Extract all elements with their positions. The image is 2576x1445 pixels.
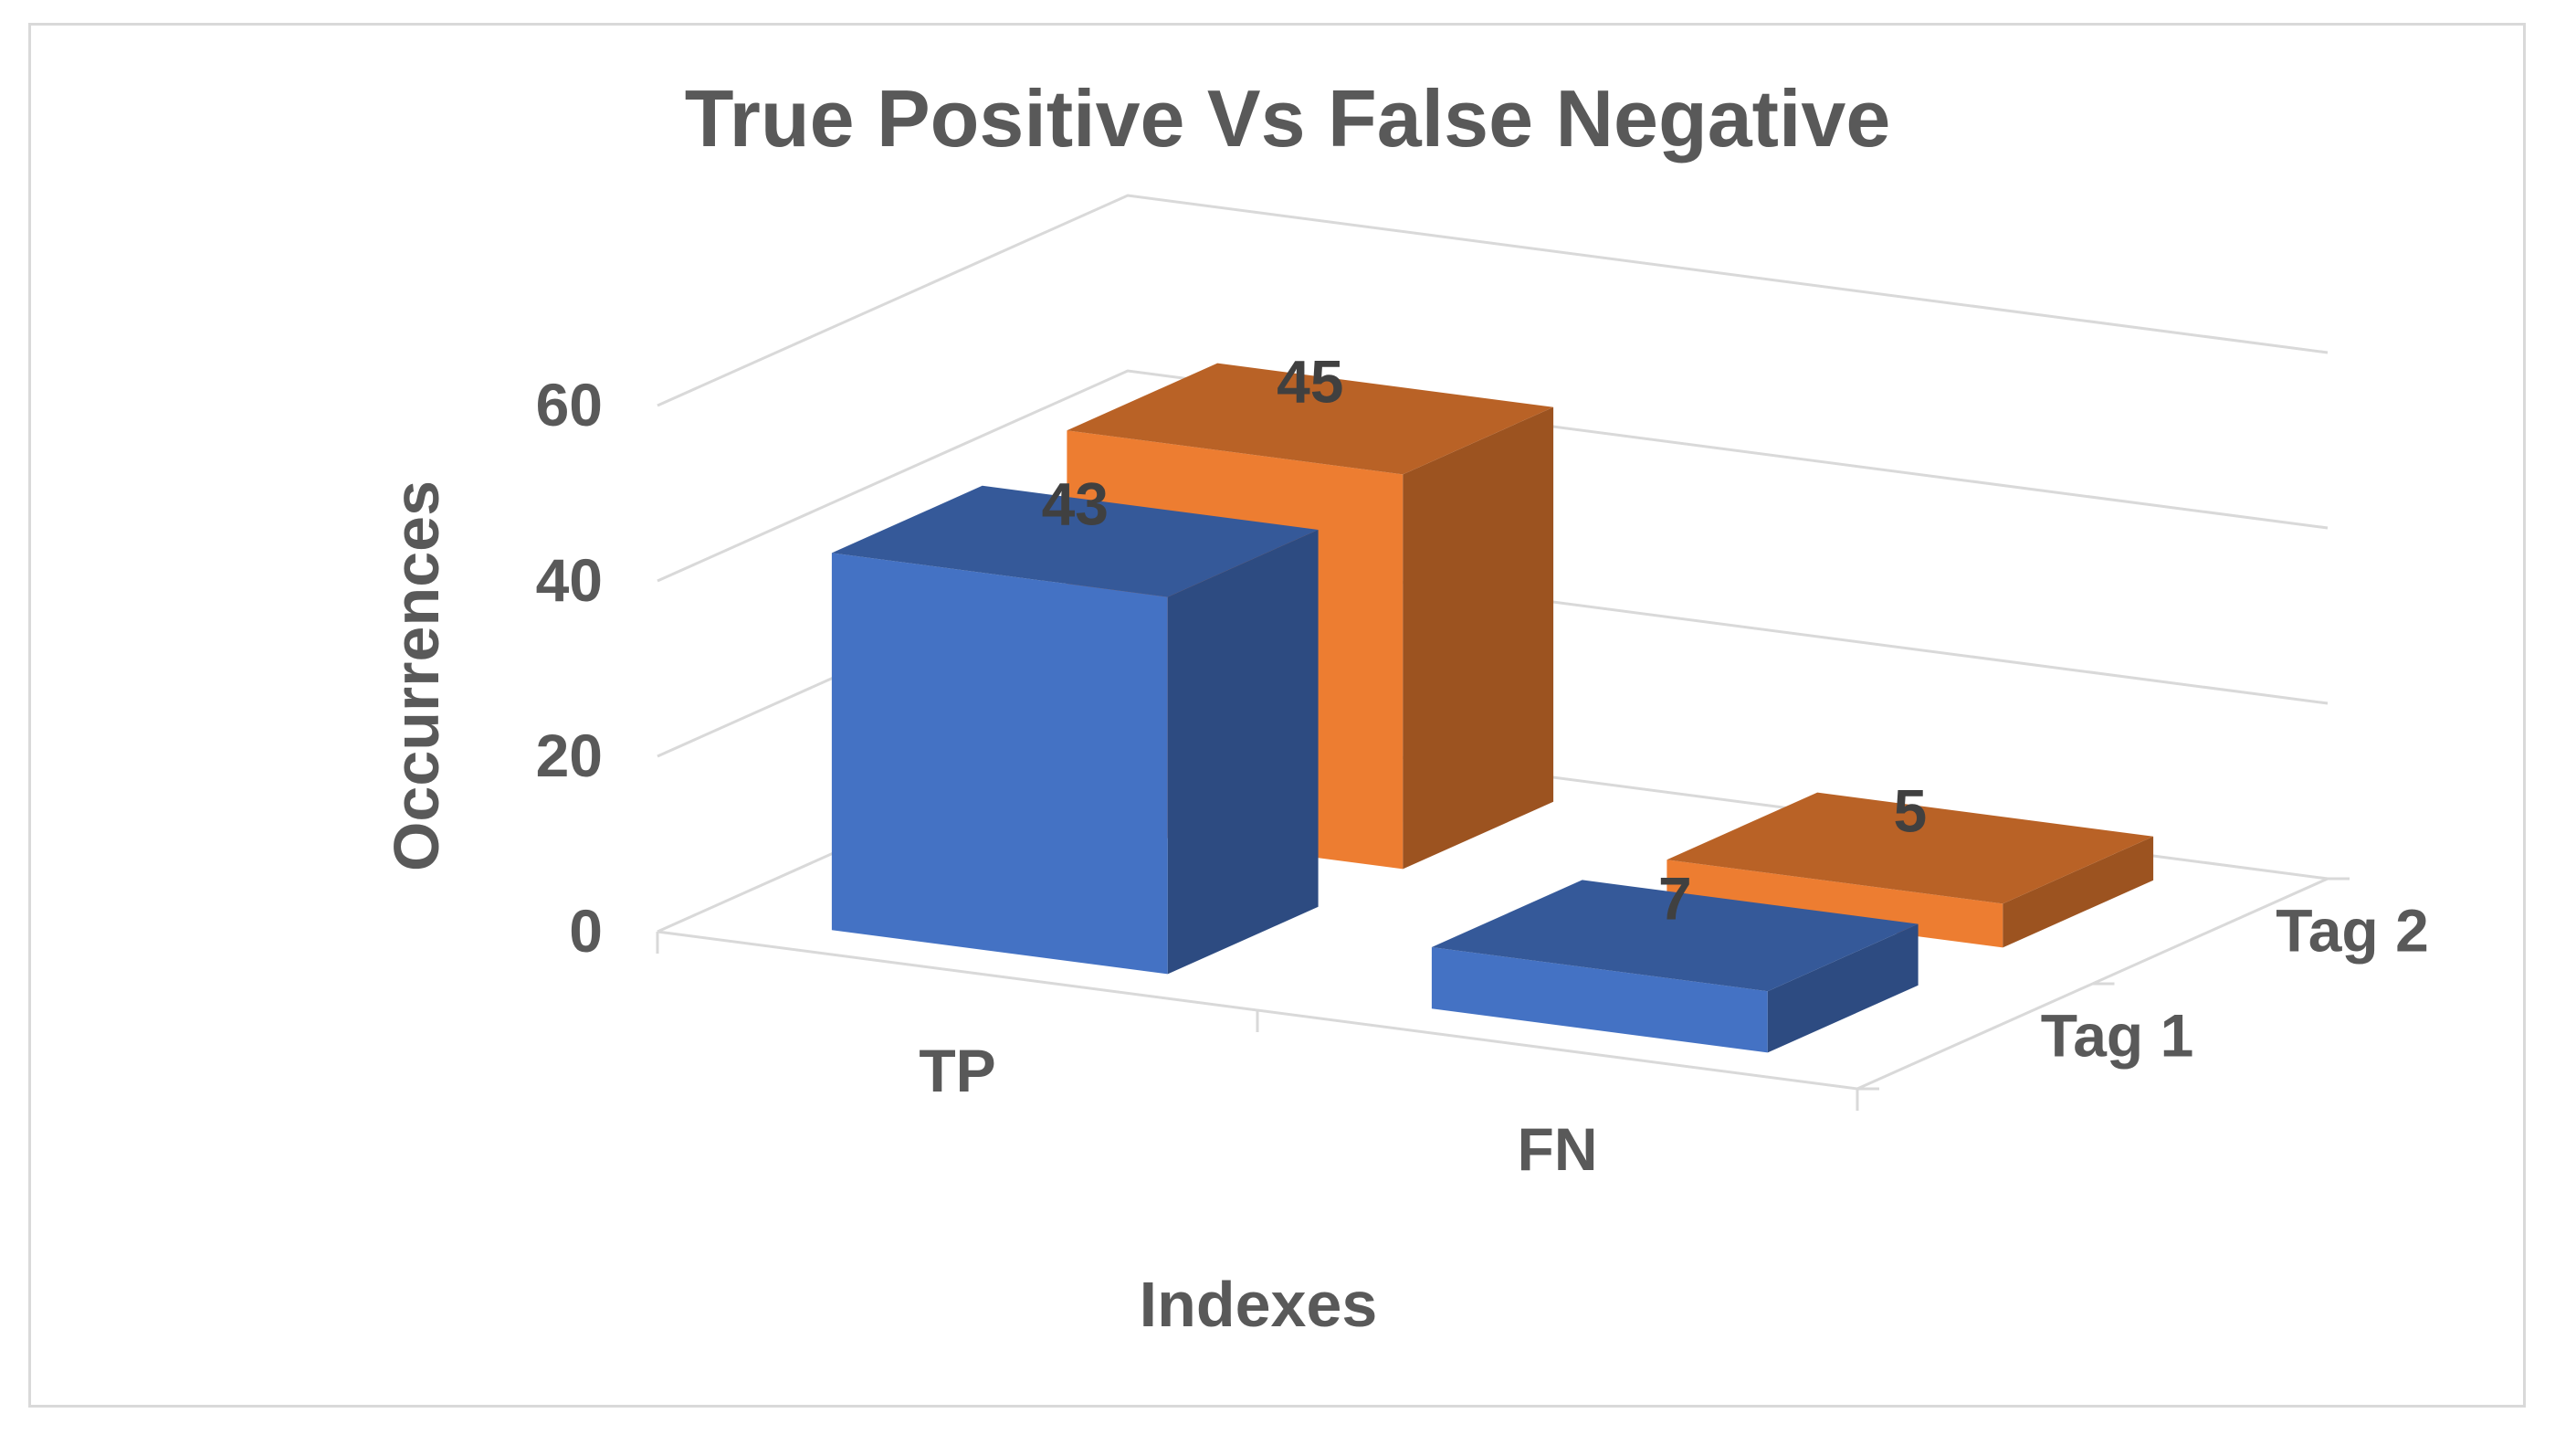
y-tick-label: 40 <box>536 546 603 614</box>
bar-side-face <box>2003 836 2154 948</box>
chart-title: True Positive Vs False Negative <box>685 73 1891 163</box>
data-label-fn-series-1: 7 <box>1658 864 1692 932</box>
depth-tick-label-1: Tag 1 <box>2041 1002 2193 1070</box>
y-axis-title: Occurrences <box>381 480 452 871</box>
bar-top-face <box>1067 363 1554 475</box>
x-axis-title: Indexes <box>1140 1269 1378 1340</box>
bar-top-face <box>1667 792 2154 904</box>
x-tick-label-fn: FN <box>1518 1115 1598 1183</box>
bar-front-face <box>1431 947 1768 1053</box>
y-tick-label: 60 <box>536 371 603 438</box>
bar-top-face <box>1431 880 1919 992</box>
y-tick-label: 20 <box>536 722 603 789</box>
bars <box>831 363 2154 1053</box>
labels: 0 20 40 60 TP FN Tag 1 Tag 2 43 7 45 5 <box>536 348 2429 1184</box>
depth-tick-label-2: Tag 2 <box>2276 897 2428 965</box>
bar-front-face <box>831 553 1168 975</box>
x-tick-label-tp: TP <box>919 1037 995 1104</box>
data-label-tp-series-1: 43 <box>1042 470 1109 538</box>
bar-tp-series-1 <box>831 485 1319 975</box>
gridline-40 <box>657 369 2329 583</box>
data-label-tp-series-2: 45 <box>1277 348 1343 416</box>
bar-side-face <box>1403 406 1554 870</box>
bar-top-face <box>831 485 1319 597</box>
gridline-60 <box>657 194 2329 407</box>
bar-fn-series-2 <box>1667 792 2154 948</box>
bar-side-face <box>1767 923 1919 1053</box>
bar-fn-series-1 <box>1431 880 1919 1053</box>
y-tick-label: 0 <box>569 897 603 965</box>
data-label-fn-series-2: 5 <box>1893 777 1927 845</box>
bar-side-face <box>1167 530 1319 975</box>
bar-front-face <box>1667 860 2003 948</box>
axes <box>656 877 2350 1111</box>
